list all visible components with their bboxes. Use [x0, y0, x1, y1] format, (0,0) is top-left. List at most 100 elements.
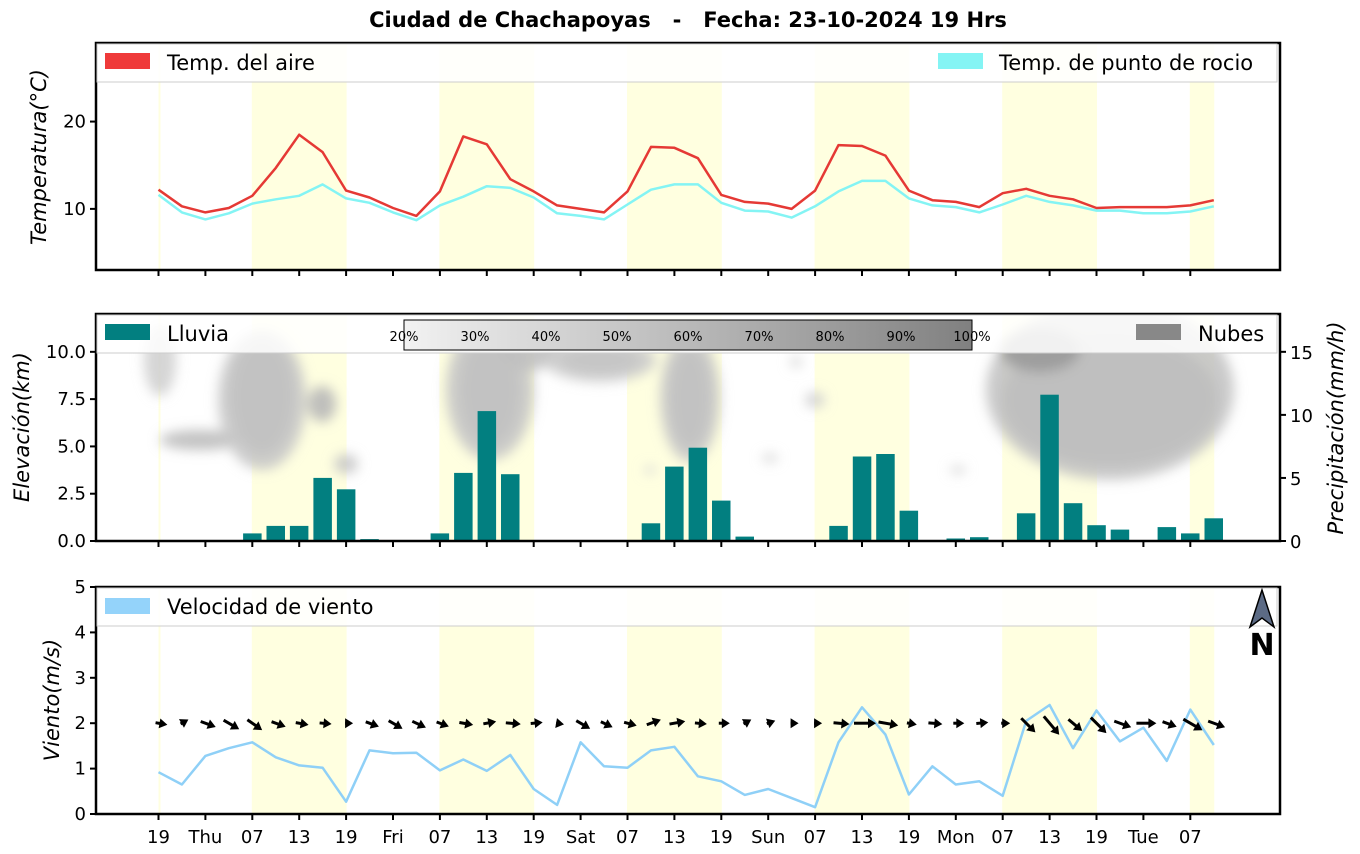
rain-bar [688, 447, 708, 541]
north-arrow-icon: N [1248, 587, 1276, 663]
wind-arrow [411, 719, 426, 729]
wind-arrow [833, 718, 850, 729]
y-tick-label: 5 [75, 577, 86, 598]
wind-y-label: Viento(m/s) [40, 639, 64, 761]
rain-bar [454, 472, 473, 541]
cloud-contour [218, 330, 306, 470]
legend-label-dew-point: Temp. de punto de rocio [998, 51, 1253, 75]
rain-bar [289, 525, 309, 541]
x-tick-label: 13 [288, 827, 311, 848]
rain-bar [712, 500, 731, 541]
cloud-contour [334, 454, 358, 474]
cloud-contour [950, 466, 966, 474]
precipitation-panel: 0.0 2.5 5.0 7.5 10.0 0 5 10 15 Elevación(km) Pr… [10, 312, 1348, 553]
colorbar-label: 40% [532, 330, 561, 345]
y-tick-label: 2.5 [57, 484, 86, 505]
wind-arrow [669, 717, 686, 728]
legend-label-clouds: Nubes [1198, 322, 1264, 346]
legend-label-rain: Lluvia [167, 322, 229, 346]
elevation-y-label: Elevación(km) [10, 352, 34, 502]
rain-bar [1181, 533, 1200, 541]
rain-bar [243, 533, 262, 541]
wind-arrow [976, 718, 989, 729]
rain-bar [641, 523, 661, 541]
y-tick-label: 2 [75, 713, 86, 734]
legend-label-wind: Velocidad de viento [167, 595, 373, 619]
north-label: N [1249, 628, 1274, 663]
wind-arrow [436, 719, 449, 729]
wind-arrow [928, 718, 943, 729]
x-tick-label: 19 [147, 827, 170, 848]
wind-arrow [530, 718, 543, 729]
rain-bar [852, 456, 872, 541]
wind-arrow [155, 718, 168, 729]
colorbar-label: 50% [603, 330, 632, 345]
temperature-legend: Temp. del aire Temp. de punto de rocio [96, 43, 1278, 83]
wind-arrow [555, 718, 564, 728]
legend-label-air-temp: Temp. del aire [166, 51, 315, 75]
x-tick-label: 13 [1038, 827, 1061, 848]
wind-arrow [200, 719, 216, 729]
x-tick-label: 13 [851, 827, 874, 848]
y-tick-label-right: 15 [1290, 343, 1313, 364]
rain-bar [1040, 394, 1059, 541]
x-tick-label: Sun [751, 827, 785, 848]
wind-arrow [295, 718, 309, 729]
wind-arrow [814, 718, 823, 729]
daytime-band [158, 314, 161, 541]
wind-arrow [1042, 715, 1060, 735]
y-tick-label-right: 0 [1290, 532, 1301, 553]
x-tick-label: 07 [241, 827, 264, 848]
wind-arrow [646, 717, 661, 728]
x-tick-label: 13 [663, 827, 686, 848]
rain-bar [336, 489, 356, 541]
colorbar-label: 30% [461, 330, 490, 345]
x-tick-label: 19 [1085, 827, 1108, 848]
x-tick-label: 07 [991, 827, 1014, 848]
rain-bar [1063, 503, 1083, 541]
rain-bar [1087, 525, 1106, 541]
colorbar-label: 20% [390, 330, 419, 345]
dew-point-line [157, 179, 1215, 222]
chart-title: Ciudad de Chachapoyas - Fecha: 23-10-202… [369, 8, 1007, 32]
wind-arrow [741, 719, 752, 728]
wind-arrow [953, 718, 965, 729]
wind-arrow [1020, 717, 1036, 733]
rain-bar [665, 466, 684, 541]
cloud-contour [790, 356, 802, 368]
precipitation-frame [94, 312, 1282, 543]
wind-legend: Velocidad de viento [96, 587, 1278, 627]
cloud-contour [762, 454, 778, 462]
wind-panel: 0 1 2 3 4 5 19 Thu 07 13 19 Fri 07 13 19 Sat 07 13 19 Sun 0… [40, 577, 1282, 848]
rain-bar [501, 474, 520, 541]
y-tick-label-right: 10 [1290, 406, 1313, 427]
wind-arrow [854, 718, 876, 729]
x-tick-label: 19 [522, 827, 545, 848]
wind-arrow [178, 719, 189, 728]
y-tick-label: 20 [63, 112, 86, 133]
legend-swatch-dew-point [938, 53, 983, 69]
wind-arrow [718, 718, 730, 729]
x-tick-label: 19 [897, 827, 920, 848]
colorbar-label: 80% [816, 330, 845, 345]
x-tick-label: 13 [475, 827, 498, 848]
colorbar-label: 70% [745, 330, 774, 345]
legend-swatch-wind [105, 598, 150, 614]
air-temp-line [157, 133, 1215, 218]
wind-arrow [1182, 717, 1203, 731]
rain-bar [313, 477, 332, 541]
rain-bar [970, 537, 989, 541]
wind-speed-line [157, 703, 1215, 809]
x-tick-label: Fri [382, 827, 403, 848]
y-tick-label: 7.5 [57, 389, 86, 410]
wind-arrow [1162, 719, 1177, 729]
wind-arrow [766, 718, 776, 729]
cloud-contour [644, 466, 656, 474]
legend-swatch-rain [105, 324, 150, 340]
wind-arrow [505, 718, 521, 729]
colorbar-label: 100% [953, 330, 990, 345]
wind-arrow [1113, 719, 1132, 730]
wind-direction-arrows [155, 715, 1226, 735]
wind-arrow [387, 719, 403, 730]
